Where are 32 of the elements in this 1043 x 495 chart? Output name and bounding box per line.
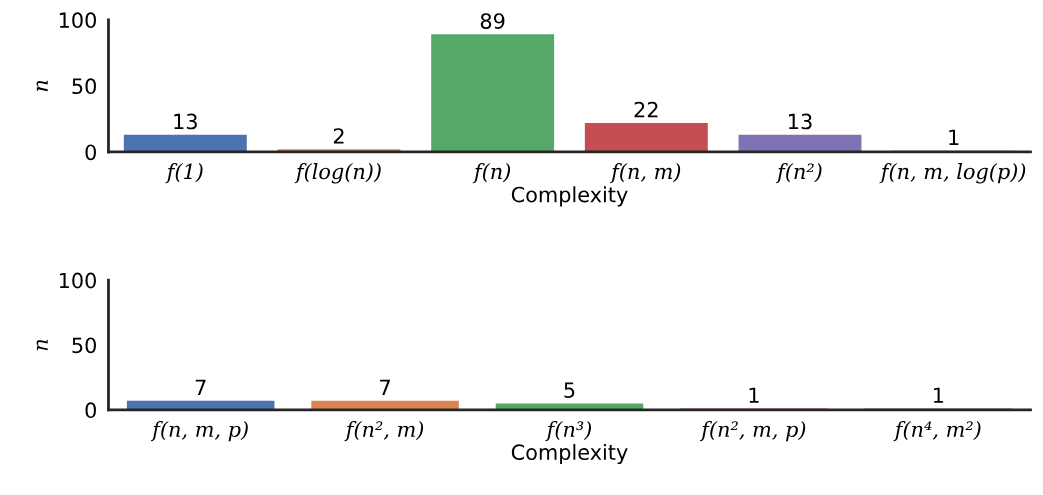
x-tick-label: f(1): [165, 163, 203, 184]
x-tick-label: f(n²): [775, 163, 822, 184]
y-axis-title: n: [36, 339, 48, 351]
data-label: 1: [949, 129, 959, 145]
data-label: 22: [634, 101, 658, 118]
x-axis-title: Complexity: [511, 443, 628, 465]
data-label: 5: [564, 382, 575, 398]
x-tick-label: f(n⁴, m²): [893, 420, 981, 442]
data-label: 1: [749, 387, 759, 403]
x-axis-title: Complexity: [511, 186, 628, 207]
x-tick-label: f(n², m): [344, 420, 424, 442]
data-label: 2: [333, 128, 344, 144]
y-tick-label: 100: [59, 12, 96, 29]
x-tick-label: f(n², m, p): [699, 420, 806, 442]
y-axis-title: n: [36, 80, 48, 92]
x-tick-label: f(n, m, log(p)): [879, 163, 1026, 184]
data-label: 1: [933, 387, 943, 403]
x-tick-label: f(n, m, p): [150, 420, 248, 442]
x-tick-label: f(n³): [545, 420, 592, 442]
data-label: 89: [480, 13, 505, 29]
data-label: 13: [789, 113, 812, 130]
data-label: 13: [174, 113, 197, 130]
x-tick-label: f(n): [472, 163, 511, 184]
y-tick-label: 100: [59, 272, 96, 289]
x-tick-label: f(n, m): [609, 163, 681, 184]
y-tick-label: 50: [72, 78, 96, 95]
x-tick-label: f(log(n)): [294, 163, 381, 184]
data-label: 7: [195, 379, 206, 396]
y-tick-label: 50: [72, 337, 96, 354]
data-label: 7: [380, 379, 390, 396]
y-tick-label: 0: [85, 144, 96, 161]
y-tick-label: 0: [85, 402, 96, 419]
